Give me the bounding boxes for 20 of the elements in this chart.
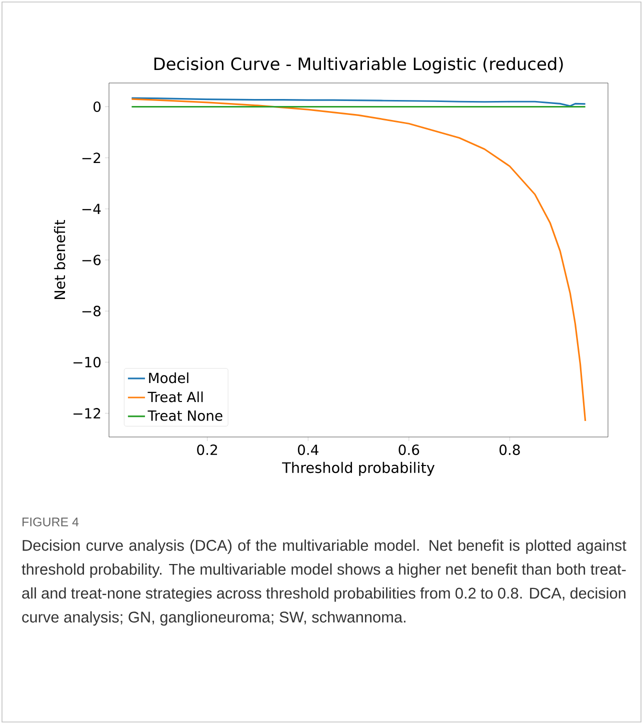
y-tick-label: −4 xyxy=(82,204,101,214)
y-tick-label: −12 xyxy=(74,408,100,418)
y-tick-label: 0 xyxy=(94,101,101,112)
y-tick-label: −10 xyxy=(74,356,101,368)
x-tick-label: 0.6 xyxy=(398,444,420,456)
caption: FIGURE 4 xyxy=(22,518,79,526)
y-tick-label: −8 xyxy=(82,306,101,316)
x-tick-label: 0.2 xyxy=(197,444,217,456)
y-tick-label: −2 xyxy=(82,152,100,163)
y-axis-title: Net benefit xyxy=(54,220,66,299)
legend-label: Treat None xyxy=(148,410,222,421)
chart-title: Decision Curve - Multivariable Logistic (reduced) xyxy=(154,57,563,74)
x-tick-label: 0.8 xyxy=(500,444,520,456)
line-series xyxy=(130,98,586,422)
y-tick-label: −6 xyxy=(82,254,101,266)
legend-label: Treat All xyxy=(148,391,203,402)
x-tick-label: 0.4 xyxy=(298,444,318,456)
text: Decision curve analysis (DCA) of the multivariable model. Net benefit is plotted against threshold probability. The multivariable model shows a higher net benefit than both treat-all and treat-none strategies across threshold probabilities from 0.2 to 0.8. DCA, decision curve analysis; GN, ganglioneuroma; SW, schwannoma. xyxy=(22,540,626,626)
x-axis-title: Threshold probability xyxy=(282,462,435,476)
legend-label: Model xyxy=(149,372,188,384)
